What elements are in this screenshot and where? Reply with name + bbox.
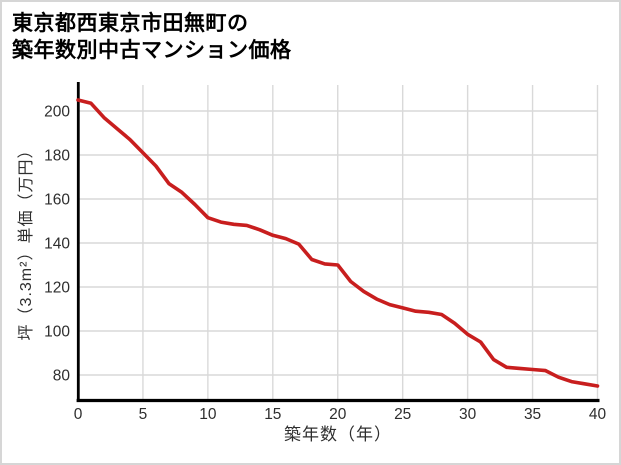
- y-tick-label: 160: [44, 192, 70, 209]
- y-axis-label: 坪（3.3m²）単価（万円）: [18, 141, 35, 341]
- x-tick-label: 10: [199, 406, 217, 423]
- x-tick-label: 20: [329, 406, 347, 423]
- y-tick-label: 180: [44, 148, 70, 165]
- y-tick-label: 200: [44, 104, 70, 121]
- x-tick-label: 35: [524, 406, 541, 423]
- x-tick-label: 15: [264, 406, 281, 423]
- chart-title-line1: 東京都西東京市田無町の: [12, 12, 249, 35]
- x-axis-label: 築年数（年）: [284, 425, 392, 444]
- chart-title-line2: 築年数別中古マンション価格: [12, 39, 292, 63]
- x-tick-label: 40: [589, 406, 607, 423]
- chart-title: 東京都西東京市田無町の 築年数別中古マンション価格: [12, 10, 292, 65]
- y-tick-label: 140: [44, 236, 70, 253]
- y-tick-label: 120: [44, 280, 70, 297]
- x-tick-label: 30: [459, 406, 477, 423]
- price-line-series: [76, 98, 600, 388]
- y-tick-label: 80: [53, 368, 71, 385]
- x-tick-label: 0: [74, 406, 83, 423]
- x-tick-label: 25: [394, 406, 411, 423]
- y-tick-label: 100: [44, 324, 70, 341]
- x-tick-label: 5: [139, 406, 148, 423]
